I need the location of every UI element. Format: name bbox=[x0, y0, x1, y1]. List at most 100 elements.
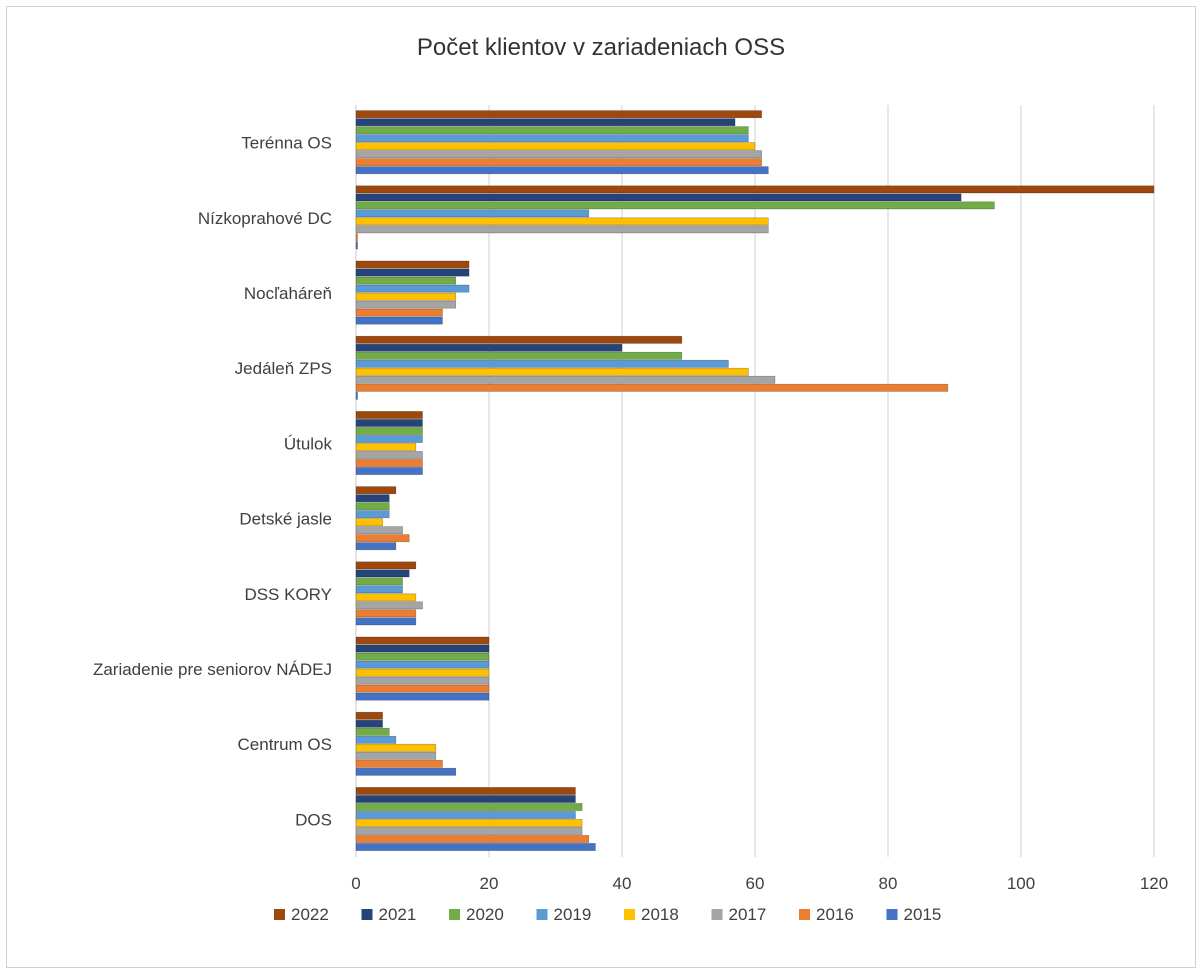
bar-2016-9 bbox=[355, 158, 762, 167]
bar-2015-1 bbox=[355, 767, 457, 776]
chart-frame bbox=[6, 6, 1196, 968]
x-tick-label: 40 bbox=[613, 874, 632, 893]
bar-2015-5 bbox=[355, 467, 423, 475]
bar-2019-7 bbox=[355, 284, 470, 293]
bar-2020-5 bbox=[355, 427, 423, 435]
bar-2016-1 bbox=[355, 759, 443, 768]
bar-2022-9 bbox=[355, 110, 762, 119]
y-category-label: Jedáleň ZPS bbox=[235, 359, 332, 378]
bar-2021-9 bbox=[355, 118, 736, 127]
bar-2019-0 bbox=[355, 811, 576, 819]
legend-label: 2021 bbox=[379, 905, 417, 924]
bar-2021-4 bbox=[355, 494, 390, 503]
bar-2016-5 bbox=[355, 459, 423, 467]
bar-2018-2 bbox=[355, 668, 490, 677]
bar-2017-7 bbox=[355, 300, 457, 309]
bar-2021-3 bbox=[355, 569, 410, 578]
bar-2018-1 bbox=[355, 743, 437, 752]
bar-2020-0 bbox=[355, 803, 583, 811]
bar-2022-0 bbox=[355, 787, 576, 795]
legend-label: 2020 bbox=[466, 905, 504, 924]
bar-2019-8 bbox=[355, 209, 590, 218]
bar-2022-5 bbox=[355, 411, 423, 419]
bar-2022-6 bbox=[355, 335, 683, 344]
x-tick-label: 60 bbox=[746, 874, 765, 893]
y-category-label: Nocľaháreň bbox=[244, 284, 332, 303]
legend-swatch bbox=[799, 909, 810, 920]
legend-item-2018: 2018 bbox=[624, 905, 679, 924]
bar-2020-1 bbox=[355, 727, 390, 736]
bar-2021-0 bbox=[355, 795, 576, 803]
x-tick-label: 0 bbox=[351, 874, 360, 893]
bar-2017-4 bbox=[355, 526, 403, 535]
y-category-label: Centrum OS bbox=[238, 735, 332, 754]
y-category-label: Nízkoprahové DC bbox=[198, 209, 332, 228]
bar-2017-3 bbox=[355, 601, 423, 610]
legend-swatch bbox=[886, 909, 898, 920]
chart-title: Počet klientov v zariadeniach OSS bbox=[416, 34, 786, 61]
legend-label: 2016 bbox=[816, 905, 854, 924]
legend-label: 2017 bbox=[729, 905, 767, 924]
legend-item-2022: 2022 bbox=[274, 905, 329, 924]
bar-2020-3 bbox=[355, 577, 403, 586]
bar-2019-9 bbox=[355, 134, 749, 143]
bar-2018-8 bbox=[355, 217, 769, 226]
bar-2018-4 bbox=[355, 518, 383, 527]
bar-2018-6 bbox=[355, 367, 749, 376]
y-category-label: DOS bbox=[295, 810, 332, 829]
bar-2015-8 bbox=[355, 241, 358, 250]
bar-2022-3 bbox=[355, 561, 417, 570]
bar-2016-3 bbox=[355, 609, 417, 618]
bar-2015-6 bbox=[355, 391, 358, 400]
bar-2015-9 bbox=[355, 166, 769, 175]
bar-2017-6 bbox=[355, 375, 776, 384]
y-category-label: Detské jasle bbox=[239, 510, 332, 529]
legend-label: 2022 bbox=[291, 905, 329, 924]
y-axis-category-labels: DOS Centrum OS Zariadenie pre seniorov NÁD… bbox=[93, 134, 333, 830]
bar-2020-9 bbox=[355, 126, 749, 135]
bar-2020-2 bbox=[355, 652, 490, 661]
bar-2018-3 bbox=[355, 593, 417, 602]
bar-2020-4 bbox=[355, 502, 390, 511]
legend-item-2016: 2016 bbox=[799, 905, 854, 924]
legend-swatch bbox=[274, 909, 285, 920]
bar-2019-3 bbox=[355, 585, 403, 594]
bar-2017-2 bbox=[355, 676, 490, 685]
bar-2017-5 bbox=[355, 451, 423, 459]
bar-2019-6 bbox=[355, 359, 729, 368]
bar-2015-2 bbox=[355, 692, 490, 701]
bar-2016-6 bbox=[355, 383, 949, 392]
legend-item-2017: 2017 bbox=[711, 905, 767, 924]
legend-label: 2018 bbox=[641, 905, 679, 924]
bar-2021-6 bbox=[355, 343, 623, 352]
bar-2019-2 bbox=[355, 660, 490, 669]
bar-2022-7 bbox=[355, 260, 470, 269]
bar-2018-7 bbox=[355, 292, 457, 301]
bar-2019-1 bbox=[355, 735, 397, 744]
legend-label: 2015 bbox=[904, 905, 942, 924]
bar-2016-2 bbox=[355, 684, 490, 693]
x-tick-label: 120 bbox=[1140, 874, 1168, 893]
bar-2017-0 bbox=[355, 827, 583, 835]
bar-2020-6 bbox=[355, 351, 683, 360]
legend-item-2020: 2020 bbox=[449, 905, 504, 924]
bar-2018-9 bbox=[355, 142, 756, 151]
bar-2018-5 bbox=[355, 443, 417, 451]
bar-2017-1 bbox=[355, 751, 437, 760]
legend-swatch bbox=[624, 909, 635, 920]
bar-2016-0 bbox=[355, 835, 590, 843]
bar-2017-9 bbox=[355, 150, 762, 159]
bar-series-group bbox=[355, 110, 1155, 851]
y-category-label: Útulok bbox=[284, 434, 333, 453]
y-category-label: Zariadenie pre seniorov NÁDEJ bbox=[93, 660, 332, 679]
bar-2015-7 bbox=[355, 316, 443, 325]
x-tick-label: 20 bbox=[480, 874, 499, 893]
bar-2021-1 bbox=[355, 719, 383, 728]
bar-2016-8 bbox=[355, 233, 358, 242]
x-axis-ticks: 0 20 40 60 80 100 120 bbox=[351, 874, 1168, 893]
bar-2016-4 bbox=[355, 534, 410, 543]
bar-2021-5 bbox=[355, 419, 423, 427]
y-category-label: Terénna OS bbox=[241, 134, 332, 153]
bar-2017-8 bbox=[355, 225, 769, 234]
